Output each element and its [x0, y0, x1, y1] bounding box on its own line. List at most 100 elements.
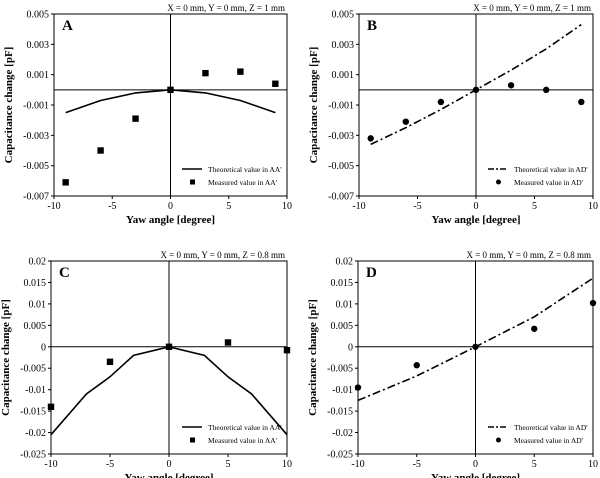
measured-point [437, 98, 445, 106]
y-tick-label: 0 [348, 342, 353, 353]
legend-theory-label: Theoretical value in AA' [208, 165, 282, 174]
condition-label: X = 0 mm, Y = 0 mm, Z = 0.8 mm [160, 250, 285, 260]
y-tick-label: -0.003 [328, 131, 354, 142]
legend-measured-label: Measured value in AA' [208, 178, 278, 187]
chart-panel-d: -10 -5 0 5 10 -0.025 -0.02 -0.015 -0.01 -0.005 0 0.… [307, 250, 598, 478]
measured-point [237, 68, 244, 75]
x-tick-label: 0 [168, 201, 173, 212]
x-tick-label: 10 [588, 459, 598, 470]
chart-panel-c: -10 -5 0 5 10 -0.025 -0.02 -0.015 -0.01 -0.005 0 0.… [0, 250, 292, 478]
x-tick-label: -5 [413, 201, 421, 212]
x-tick-label: 10 [282, 459, 292, 470]
y-tick-label: -0.01 [25, 385, 46, 396]
y-tick-label: -0.005 [20, 364, 46, 375]
measured-point [589, 299, 597, 307]
y-tick-label: 0.003 [27, 40, 50, 51]
x-tick-label: -10 [351, 459, 364, 470]
y-tick-label: -0.001 [328, 101, 354, 112]
y-tick-label: 0.015 [331, 278, 354, 289]
y-tick-label: -0.001 [23, 101, 49, 112]
x-tick-label: -5 [413, 459, 421, 470]
measured-point [531, 325, 538, 332]
x-axis-title: Yaw angle [degree] [125, 472, 214, 478]
measured-point [472, 343, 479, 350]
measured-point [224, 339, 232, 346]
measured-point [413, 362, 420, 369]
y-axis-title: Capacitance change [pF] [0, 299, 12, 416]
x-tick-label: -5 [108, 201, 116, 212]
panel-letter: B [367, 18, 377, 34]
condition-label: X = 0 mm, Y = 0 mm, Z = 0.8 mm [466, 250, 591, 260]
x-tick-label: 0 [473, 459, 478, 470]
measured-point [283, 347, 291, 354]
y-tick-label: 0.001 [27, 70, 50, 81]
measured-point [47, 403, 55, 411]
y-tick-label: -0.02 [25, 428, 46, 439]
x-tick-label: 10 [282, 201, 292, 212]
chart-panel-b: -10 -5 0 5 10 -0.007 -0.005 -0.003 -0.001 0.001 0.… [308, 3, 598, 226]
panel-letter: C [59, 265, 70, 281]
measured-point [106, 358, 114, 365]
measured-point [472, 86, 480, 94]
measured-point [402, 118, 409, 125]
y-tick-label: 0 [41, 342, 46, 353]
legend-marker-swatch [190, 437, 195, 443]
legend-theory-label: Theoretical value in AD' [514, 165, 588, 174]
y-tick-label: -0.003 [23, 131, 49, 142]
y-tick-label: -0.025 [327, 450, 353, 461]
x-tick-label: 5 [532, 201, 537, 212]
legend-marker-swatch [496, 179, 501, 185]
measured-point [97, 147, 104, 154]
legend-measured-label: Measured value in AD' [514, 178, 584, 187]
panel-letter: D [366, 265, 377, 281]
legend-marker-swatch [496, 437, 501, 443]
x-axis-title: Yaw angle [degree] [126, 214, 215, 226]
y-tick-label: 0.015 [24, 278, 47, 289]
legend-measured-label: Measured value in AA' [208, 436, 278, 445]
y-tick-label: -0.005 [23, 161, 49, 172]
x-axis-title: Yaw angle [degree] [432, 214, 521, 226]
y-tick-label: -0.005 [327, 364, 353, 375]
legend-marker-swatch [190, 179, 195, 185]
x-tick-label: 0 [474, 201, 479, 212]
y-tick-label: -0.025 [20, 450, 46, 461]
y-axis-title: Capacitance change [pF] [307, 299, 319, 416]
y-tick-label: -0.005 [328, 161, 354, 172]
y-tick-label: -0.015 [327, 407, 353, 418]
condition-label: X = 0 mm, Y = 0 mm, Z = 1 mm [167, 3, 285, 13]
x-tick-label: -10 [352, 201, 365, 212]
legend-measured-label: Measured value in AD' [514, 436, 584, 445]
y-tick-label: 0.005 [332, 10, 355, 21]
y-tick-label: -0.015 [20, 407, 46, 418]
x-axis-title: Yaw angle [degree] [431, 472, 520, 478]
y-tick-label: 0.005 [24, 321, 47, 332]
measured-point [202, 69, 209, 77]
y-tick-label: 0.02 [336, 257, 354, 268]
x-tick-label: 10 [588, 201, 598, 212]
measured-point [578, 98, 585, 106]
measured-point [543, 86, 550, 94]
measured-point [165, 343, 173, 350]
legend-theory-label: Theoretical value in AD' [514, 423, 588, 432]
y-tick-label: 0.003 [332, 40, 355, 51]
measured-point [272, 80, 279, 87]
y-tick-label: 0.01 [29, 299, 47, 310]
x-tick-label: 5 [226, 201, 231, 212]
x-tick-label: 0 [167, 459, 172, 470]
measured-point [167, 86, 174, 94]
x-tick-label: 5 [226, 459, 231, 470]
condition-label: X = 0 mm, Y = 0 mm, Z = 1 mm [473, 3, 591, 13]
chart-panel-a: -10 -5 0 5 10 -0.007 -0.005 -0.003 -0.001 0.001 0.… [3, 3, 292, 226]
y-tick-label: -0.007 [328, 192, 354, 203]
y-tick-label: -0.02 [332, 428, 353, 439]
panel-letter: A [62, 18, 73, 34]
x-tick-label: -10 [47, 201, 60, 212]
y-tick-label: 0.001 [332, 70, 355, 81]
measured-point [367, 135, 374, 142]
y-tick-label: -0.007 [23, 192, 49, 203]
y-tick-label: -0.01 [332, 385, 353, 396]
x-tick-label: -5 [106, 459, 114, 470]
measured-point [62, 179, 69, 186]
